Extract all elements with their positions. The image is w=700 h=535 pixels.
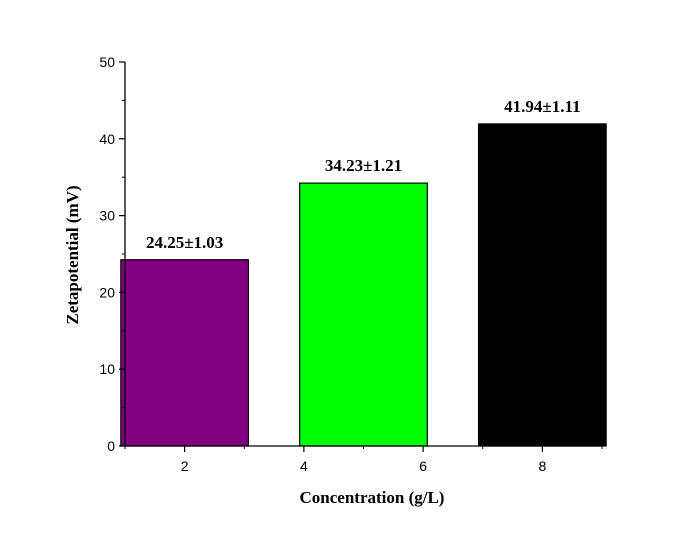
bar-3 [477,123,607,447]
y-axis-title: Zetapotential (mV) [63,185,82,324]
bar-value-label: 34.23±1.21 [325,156,402,175]
x-ticks: 2 4 6 8 [124,446,603,474]
y-tick-label: 30 [99,208,115,224]
bar-value-label: 41.94±1.11 [504,97,580,116]
y-tick-label: 10 [99,361,115,377]
x-tick-label: 2 [181,458,189,474]
bar-value-label: 24.25±1.03 [146,233,223,252]
y-tick-label: 0 [107,438,115,454]
data-labels: 24.25±1.03 34.23±1.21 41.94±1.11 [146,97,581,252]
x-tick-label: 4 [300,458,308,474]
y-tick-label: 20 [99,284,115,300]
bar-1 [120,259,250,447]
x-axis-title: Concentration (g/L) [300,488,445,507]
y-tick-label: 40 [99,131,115,147]
x-tick-label: 6 [419,458,427,474]
y-tick-label: 50 [99,54,115,70]
y-ticks: 0 10 20 30 40 50 [99,54,125,454]
x-tick-label: 8 [538,458,546,474]
bars [120,123,607,447]
bar-2 [299,182,428,447]
